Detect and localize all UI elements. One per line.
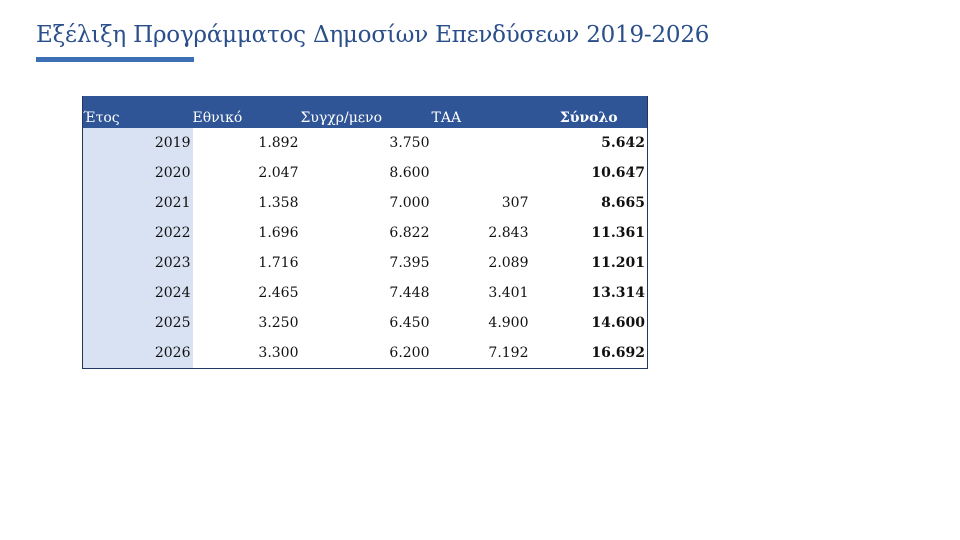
cell-total: 13.314: [530, 278, 648, 308]
cell-year: 2020: [82, 158, 193, 188]
cell-rrf: 4.900: [488, 315, 529, 331]
cell-cofinanced: 6.822: [389, 225, 430, 241]
cell-national: 3.250: [258, 315, 299, 331]
cell-rrf: 3.401: [488, 285, 529, 301]
header-total: Σύνολο: [530, 96, 648, 128]
cell-year: 2024: [82, 278, 193, 308]
cell-year: 2019: [82, 128, 193, 158]
cell-total: 16.692: [530, 338, 648, 369]
cell-year: 2026: [82, 338, 193, 369]
cell-rrf: [432, 128, 531, 158]
cell-total: 5.642: [530, 128, 648, 158]
cell-rrf: 2.843: [488, 225, 529, 241]
cell-rrf: [432, 158, 531, 188]
slide-title: Εξέλιξη Προγράμματος Δημοσίων Επενδύσεων…: [36, 22, 710, 48]
table-row: 2020 2.047 8.600 10.647: [82, 158, 648, 188]
cell-total: 14.600: [530, 308, 648, 338]
cell-cofinanced: 7.000: [389, 195, 430, 211]
cell-national: 2.047: [258, 165, 299, 181]
cell-national: 1.696: [258, 225, 299, 241]
header-year: Έτος: [82, 96, 193, 128]
table-row: 2022 1.696 6.822 2.843 11.361: [82, 218, 648, 248]
cell-total: 11.361: [530, 218, 648, 248]
cell-national: 1.716: [258, 255, 299, 271]
cell-rrf: 307: [501, 195, 529, 211]
cell-cofinanced: 8.600: [389, 165, 430, 181]
cell-national: 2.465: [258, 285, 299, 301]
header-rrf: ΤΑΑ: [431, 96, 531, 128]
cell-year: 2021: [82, 188, 193, 218]
cell-cofinanced: 6.450: [389, 315, 430, 331]
table-row: 2023 1.716 7.395 2.089 11.201: [82, 248, 648, 278]
cell-total: 11.201: [530, 248, 648, 278]
cell-cofinanced: 6.200: [389, 345, 430, 361]
cell-cofinanced: 7.448: [389, 285, 430, 301]
cell-national: 3.300: [258, 345, 299, 361]
table-row: 2024 2.465 7.448 3.401 13.314: [82, 278, 648, 308]
cell-total: 10.647: [530, 158, 648, 188]
title-underline: [36, 57, 194, 62]
cell-rrf: 2.089: [488, 255, 529, 271]
table-row: 2025 3.250 6.450 4.900 14.600: [82, 308, 648, 338]
table-row: 2026 3.300 6.200 7.192 16.692: [82, 338, 648, 369]
cell-national: 1.892: [258, 135, 299, 151]
cell-national: 1.358: [258, 195, 299, 211]
table-header-row: Έτος Εθνικό Συγχρ/μενο ΤΑΑ Σύνολο: [82, 96, 648, 128]
cell-rrf: 7.192: [488, 345, 529, 361]
cell-cofinanced: 3.750: [389, 135, 430, 151]
header-cofinanced: Συγχρ/μενο: [300, 96, 432, 128]
table-row: 2021 1.358 7.000 307 8.665: [82, 188, 648, 218]
cell-total: 8.665: [530, 188, 648, 218]
cell-year: 2022: [82, 218, 193, 248]
header-national: Εθνικό: [192, 96, 301, 128]
cell-cofinanced: 7.395: [389, 255, 430, 271]
cell-year: 2025: [82, 308, 193, 338]
cell-year: 2023: [82, 248, 193, 278]
table-row: 2019 1.892 3.750 5.642: [82, 128, 648, 158]
investment-table: Έτος Εθνικό Συγχρ/μενο ΤΑΑ Σύνολο 2019 1…: [82, 96, 648, 369]
